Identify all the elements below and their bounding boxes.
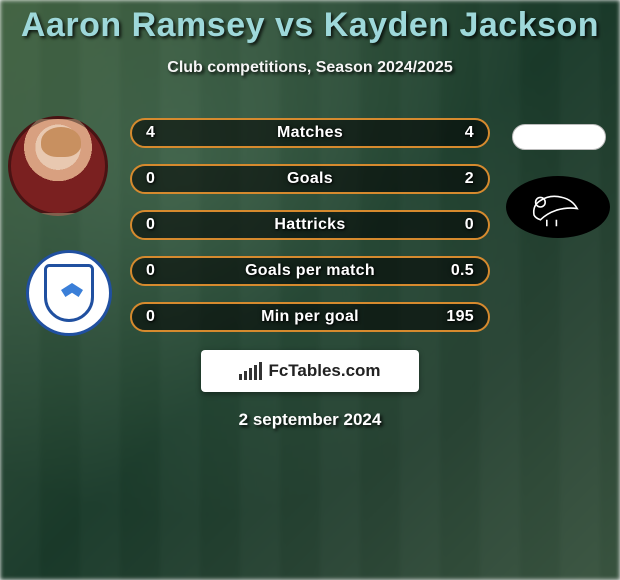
footer: FcTables.com 2 september 2024 <box>0 350 620 430</box>
stat-row: 4 Matches 4 <box>130 118 490 148</box>
stat-row: 0 Goals 2 <box>130 164 490 194</box>
stat-right-value: 0.5 <box>444 262 474 280</box>
ram-icon <box>518 183 598 231</box>
cardiff-shield-icon <box>44 264 94 322</box>
right-column <box>490 110 620 340</box>
stat-right-value: 2 <box>444 170 474 188</box>
stats-rows: 4 Matches 4 0 Goals 2 0 Hattricks 0 0 Go… <box>130 110 490 340</box>
page-title: Aaron Ramsey vs Kayden Jackson <box>0 6 620 45</box>
stat-left-value: 0 <box>146 262 176 280</box>
stat-label: Goals <box>176 170 444 188</box>
club-badge-right <box>506 176 610 238</box>
comparison-card: Aaron Ramsey vs Kayden Jackson Club comp… <box>0 0 620 580</box>
stat-label: Goals per match <box>176 262 444 280</box>
stats-area: 4 Matches 4 0 Goals 2 0 Hattricks 0 0 Go… <box>0 110 620 340</box>
logo-text: FcTables.com <box>268 361 380 381</box>
stat-left-value: 0 <box>146 170 176 188</box>
stat-left-value: 0 <box>146 216 176 234</box>
stat-row: 0 Min per goal 195 <box>130 302 490 332</box>
player-avatar-left <box>8 116 108 216</box>
bar <box>259 362 262 380</box>
bar <box>244 371 247 380</box>
club-badge-left <box>26 250 112 336</box>
stat-right-value: 0 <box>444 216 474 234</box>
left-column <box>0 110 130 340</box>
stat-left-value: 0 <box>146 308 176 326</box>
stat-row: 0 Goals per match 0.5 <box>130 256 490 286</box>
bar-chart-icon <box>239 362 262 380</box>
subtitle: Club competitions, Season 2024/2025 <box>0 59 620 77</box>
fctables-logo: FcTables.com <box>201 350 419 392</box>
stat-right-value: 4 <box>444 124 474 142</box>
stat-label: Matches <box>176 124 444 142</box>
stat-label: Hattricks <box>176 216 444 234</box>
bar <box>254 365 257 380</box>
stat-left-value: 4 <box>146 124 176 142</box>
date-text: 2 september 2024 <box>0 410 620 430</box>
bar <box>239 374 242 380</box>
bar <box>249 368 252 380</box>
stat-row: 0 Hattricks 0 <box>130 210 490 240</box>
player-avatar-right-placeholder <box>512 124 606 150</box>
stat-label: Min per goal <box>176 308 444 326</box>
stat-right-value: 195 <box>444 308 474 326</box>
